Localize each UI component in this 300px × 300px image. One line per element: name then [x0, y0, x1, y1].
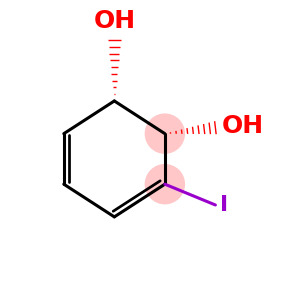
Text: I: I: [220, 195, 228, 215]
Circle shape: [145, 113, 185, 154]
Circle shape: [145, 164, 185, 204]
Text: OH: OH: [93, 9, 135, 33]
Text: OH: OH: [221, 114, 263, 138]
